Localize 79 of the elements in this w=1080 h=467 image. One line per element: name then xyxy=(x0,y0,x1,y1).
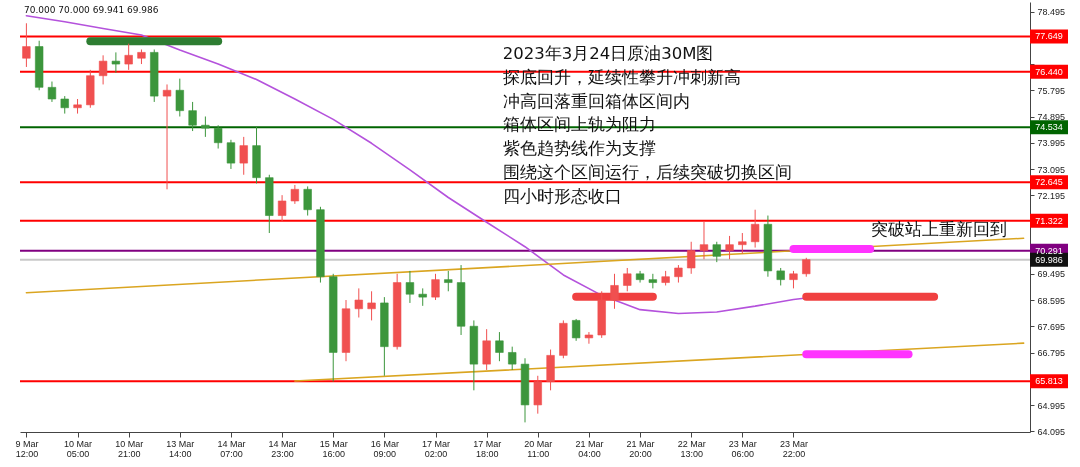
candlestick xyxy=(290,184,300,205)
candlestick xyxy=(495,331,504,362)
x-tick-label: 21 Mar 04:00 xyxy=(575,438,604,459)
x-tick-label: 9 Mar 12:00 xyxy=(15,438,39,459)
annotation: 2023年3月24日原油30M图 xyxy=(502,44,714,63)
ref-line-label: 71.322 xyxy=(1035,215,1063,226)
y-tick-label: 72.195 xyxy=(1037,190,1066,201)
x-tick-label: 20 Mar 11:00 xyxy=(524,438,553,459)
ref-line-label: 69.986 xyxy=(1035,254,1063,265)
annotation: 围绕这个区间运行，后续突破切换区间 xyxy=(502,163,792,182)
candlestick xyxy=(610,273,619,310)
candlestick xyxy=(124,43,133,71)
ref-line-label: 72.645 xyxy=(1035,177,1063,188)
candlestick xyxy=(623,267,632,292)
candlestick xyxy=(303,185,312,217)
x-tick-label: 23 Mar 06:00 xyxy=(728,438,757,459)
ref-line-label: 70.291 xyxy=(1035,245,1063,256)
candlestick xyxy=(802,257,811,278)
candlestick xyxy=(239,136,248,176)
candlestick xyxy=(482,328,491,371)
y-tick-label: 67.695 xyxy=(1037,321,1066,332)
candlestick xyxy=(201,115,210,138)
y-tick-label: 68.595 xyxy=(1037,295,1066,306)
candlestick xyxy=(431,273,440,301)
x-tick-label: 21 Mar 20:00 xyxy=(626,438,655,459)
x-tick-label: 22 Mar 13:00 xyxy=(677,438,706,459)
y-tick-label: 78.495 xyxy=(1037,7,1066,18)
candlestick xyxy=(444,270,453,292)
annotation: 突破站上重新回到 xyxy=(871,219,1008,239)
candlestick xyxy=(738,232,747,254)
y-tick-label: 64.095 xyxy=(1037,426,1066,437)
candlestick xyxy=(226,139,236,170)
y-tick-label: 74.895 xyxy=(1037,112,1066,123)
candlestick xyxy=(277,194,287,222)
candlestick xyxy=(162,83,172,190)
x-tick-label: 16 Mar 09:00 xyxy=(370,438,399,459)
y-tick-label: 64.995 xyxy=(1037,400,1066,411)
y-tick-label: 73.095 xyxy=(1037,164,1066,175)
candlestick xyxy=(533,375,542,415)
ref-line-label: 77.649 xyxy=(1035,31,1063,42)
x-tick-label: 10 Mar 21:00 xyxy=(115,438,144,459)
x-tick-label: 14 Mar 07:00 xyxy=(217,438,246,459)
x-tick-label: 13 Mar 14:00 xyxy=(166,438,195,459)
candlestick xyxy=(98,54,108,85)
candlestick xyxy=(111,51,121,74)
y-tick-label: 73.995 xyxy=(1037,138,1066,149)
candlestick xyxy=(750,209,760,249)
ref-line-label: 74.534 xyxy=(1035,122,1063,133)
x-tick-label: 17 Mar 02:00 xyxy=(422,438,451,459)
candlestick xyxy=(22,22,31,68)
annotation: 冲高回落重回箱体区间内 xyxy=(502,91,690,111)
annotation: 70.000 70.000 69.941 69.986 xyxy=(24,5,159,15)
y-tick-label: 75.795 xyxy=(1037,85,1066,96)
candlestick xyxy=(354,287,363,319)
candlestick xyxy=(214,124,223,150)
annotation: 探底回升，延续性攀升冲刺新高 xyxy=(502,67,741,87)
candlestick xyxy=(584,331,594,345)
candlestick xyxy=(188,101,197,132)
candlestick xyxy=(508,346,517,371)
candlestick xyxy=(687,241,696,275)
x-tick-label: 17 Mar 18:00 xyxy=(473,438,502,459)
candlestick xyxy=(699,220,709,260)
y-tick-label: 66.795 xyxy=(1037,348,1066,359)
x-tick-label: 14 Mar 23:00 xyxy=(268,438,297,459)
annotation: 四小时形态收口 xyxy=(502,186,622,206)
x-tick-label: 10 Mar 05:00 xyxy=(64,438,93,459)
annotation: 紫色趋势线作为支撑 xyxy=(502,139,656,159)
y-tick-label: 69.495 xyxy=(1037,269,1066,280)
candlestick xyxy=(175,78,184,117)
candlestick xyxy=(405,270,415,304)
candlestick xyxy=(725,235,734,260)
candlestick xyxy=(572,318,581,342)
candlestick xyxy=(712,241,721,263)
ref-line-label: 76.440 xyxy=(1035,66,1063,77)
candlestick xyxy=(47,81,57,103)
candlestick xyxy=(367,290,376,321)
x-tick-label: 15 Mar 16:00 xyxy=(319,438,348,459)
ref-line-label: 65.813 xyxy=(1035,376,1063,387)
x-tick-label: 23 Mar 22:00 xyxy=(779,438,808,459)
